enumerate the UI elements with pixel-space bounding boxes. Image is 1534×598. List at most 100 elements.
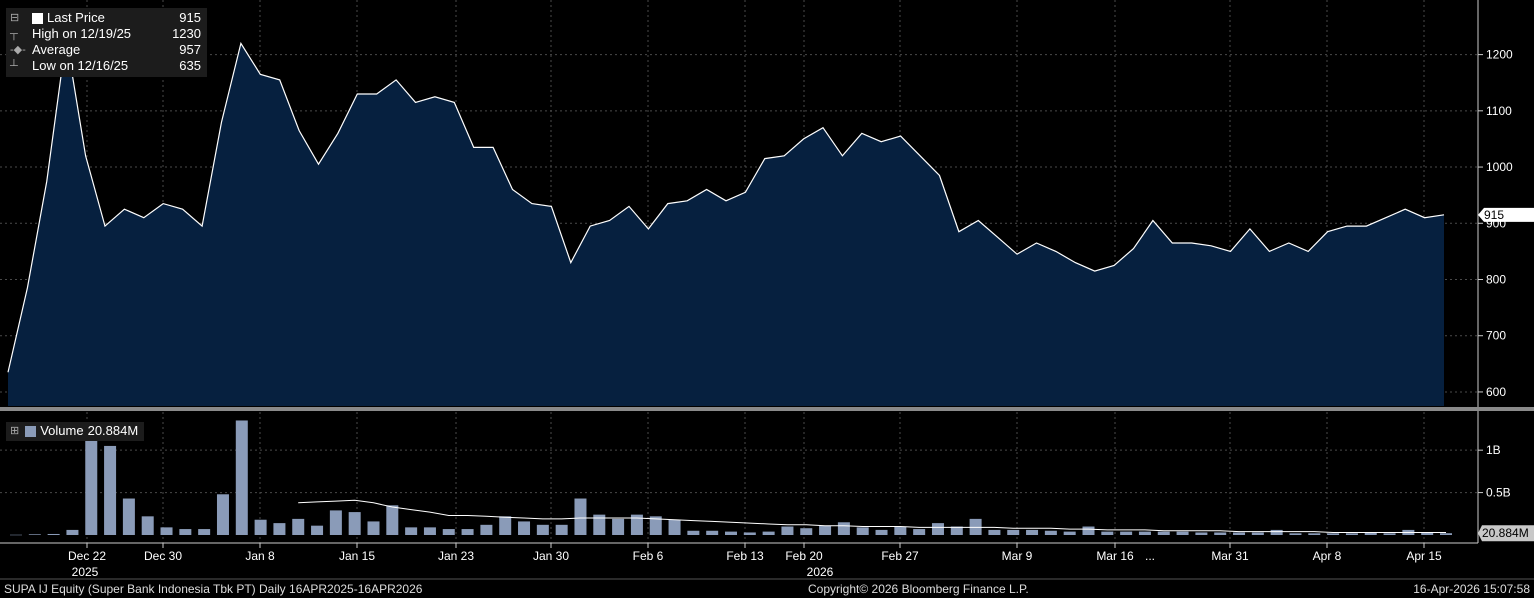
volume-bar xyxy=(743,532,756,535)
volume-bar xyxy=(179,529,192,535)
last-volume-tag xyxy=(1478,525,1534,542)
price-area xyxy=(8,37,1444,406)
volume-bar xyxy=(367,521,380,535)
volume-bar xyxy=(1082,526,1095,535)
volume-legend-value: 20.884M xyxy=(87,423,139,438)
volume-bar xyxy=(988,529,1001,535)
last-volume-tag-label: 20.884M xyxy=(1482,526,1529,540)
x-tick-label: Mar 16 xyxy=(1096,549,1134,563)
last-price-swatch xyxy=(32,12,43,24)
x-tick-label: Jan 30 xyxy=(533,549,569,563)
volume-bar xyxy=(1214,532,1227,535)
volume-bar xyxy=(894,526,907,535)
volume-legend: ⊞ Volume 20.884M xyxy=(6,422,145,441)
volume-bar xyxy=(668,519,681,535)
legend-value: 635 xyxy=(179,58,201,73)
price-y-tick-label: 1000 xyxy=(1486,160,1513,174)
volume-bar xyxy=(1308,533,1321,535)
x-tick-label: Feb 27 xyxy=(881,549,919,563)
volume-bar xyxy=(1289,533,1302,535)
volume-swatch xyxy=(25,425,37,437)
collapse-icon[interactable]: ⊞ xyxy=(10,425,20,437)
volume-bar xyxy=(574,498,587,535)
volume-bars xyxy=(10,420,1452,536)
volume-bar xyxy=(480,524,493,535)
low-marker-icon: ┴ xyxy=(10,60,18,72)
volume-bar xyxy=(442,529,455,535)
legend-value: 1230 xyxy=(172,26,201,41)
last-price-tag xyxy=(1478,207,1534,222)
legend-value: 957 xyxy=(179,42,201,57)
volume-bar xyxy=(499,516,512,535)
volume-bar xyxy=(593,514,606,535)
x-tick-label: Jan 23 xyxy=(438,549,474,563)
x-tick-label: Jan 15 xyxy=(339,549,375,563)
volume-bar xyxy=(1138,531,1151,535)
volume-bar xyxy=(706,530,719,535)
legend-row-high: ┬ High on 12/19/25 1230 xyxy=(10,26,201,42)
volume-bar xyxy=(405,527,418,535)
x-tick-label: Apr 8 xyxy=(1313,549,1342,563)
volume-bar xyxy=(630,514,643,535)
average-marker-icon: -◆- xyxy=(10,44,26,56)
volume-y-tick-label: 0.5B xyxy=(1486,486,1511,500)
volume-bar xyxy=(1007,529,1020,535)
legend-label: Last Price xyxy=(47,10,105,25)
price-y-tick-label: 1100 xyxy=(1486,104,1512,118)
volume-bar xyxy=(1421,532,1434,535)
price-y-tick-label: 1200 xyxy=(1486,48,1513,62)
volume-bar xyxy=(819,525,832,535)
volume-bar xyxy=(875,529,888,535)
volume-bar xyxy=(10,534,22,536)
volume-bar xyxy=(1044,530,1057,535)
volume-bar xyxy=(612,518,625,535)
x-tick-label: Apr 15 xyxy=(1406,549,1442,563)
x-tick-label: Mar 31 xyxy=(1211,549,1249,563)
volume-bar xyxy=(950,526,963,535)
x-tick-label: Feb 20 xyxy=(785,549,823,563)
collapse-icon[interactable]: ⊟ xyxy=(10,12,20,24)
volume-bar xyxy=(1327,533,1340,535)
pane-divider xyxy=(0,407,1534,411)
volume-bar xyxy=(198,529,211,535)
volume-bar xyxy=(28,534,41,535)
volume-bar xyxy=(66,529,79,535)
high-marker-icon: ┬ xyxy=(10,28,18,40)
volume-bar xyxy=(856,527,869,535)
legend-label: Low on 12/16/25 xyxy=(32,58,129,73)
security-description: SUPA IJ Equity (Super Bank Indonesia Tbk… xyxy=(4,582,423,596)
last-price-tag-label: 915 xyxy=(1484,208,1504,222)
legend-row-low: ┴ Low on 12/16/25 635 xyxy=(10,58,201,74)
x-tick-label: Feb 6 xyxy=(633,549,664,563)
volume-bar xyxy=(762,531,775,535)
volume-bar xyxy=(47,533,60,535)
legend-row-average: -◆- Average 957 xyxy=(10,42,201,58)
copyright: Copyright© 2026 Bloomberg Finance L.P. xyxy=(808,582,1029,596)
volume-bar xyxy=(85,434,98,535)
volume-bar xyxy=(292,518,305,535)
price-y-tick-label: 700 xyxy=(1486,329,1506,343)
volume-bar xyxy=(423,527,436,535)
price-line xyxy=(7,37,1445,373)
volume-bar xyxy=(1233,532,1246,535)
volume-bar xyxy=(1195,532,1208,535)
volume-bar xyxy=(141,516,154,535)
volume-bar xyxy=(1440,533,1452,535)
timestamp: 16-Apr-2026 15:07:58 xyxy=(1413,582,1530,596)
volume-bar xyxy=(800,528,813,535)
legend-label: Average xyxy=(32,42,81,57)
x-tick-label: Jan 8 xyxy=(245,549,275,563)
x-tick-label: ... xyxy=(1145,549,1155,563)
price-y-tick-label: 600 xyxy=(1486,385,1506,399)
chart-frame xyxy=(0,0,1534,580)
volume-bar xyxy=(1383,533,1396,535)
x-year-label: 2026 xyxy=(807,565,834,579)
x-tick-label: Feb 13 xyxy=(726,549,764,563)
volume-bar xyxy=(518,521,531,535)
volume-bar xyxy=(913,529,926,535)
legend-row-last-price: ⊟ Last Price 915 xyxy=(10,10,201,26)
volume-bar xyxy=(386,505,399,535)
volume-bar xyxy=(1345,533,1358,535)
volume-bar xyxy=(273,523,286,535)
volume-bar xyxy=(104,445,117,535)
